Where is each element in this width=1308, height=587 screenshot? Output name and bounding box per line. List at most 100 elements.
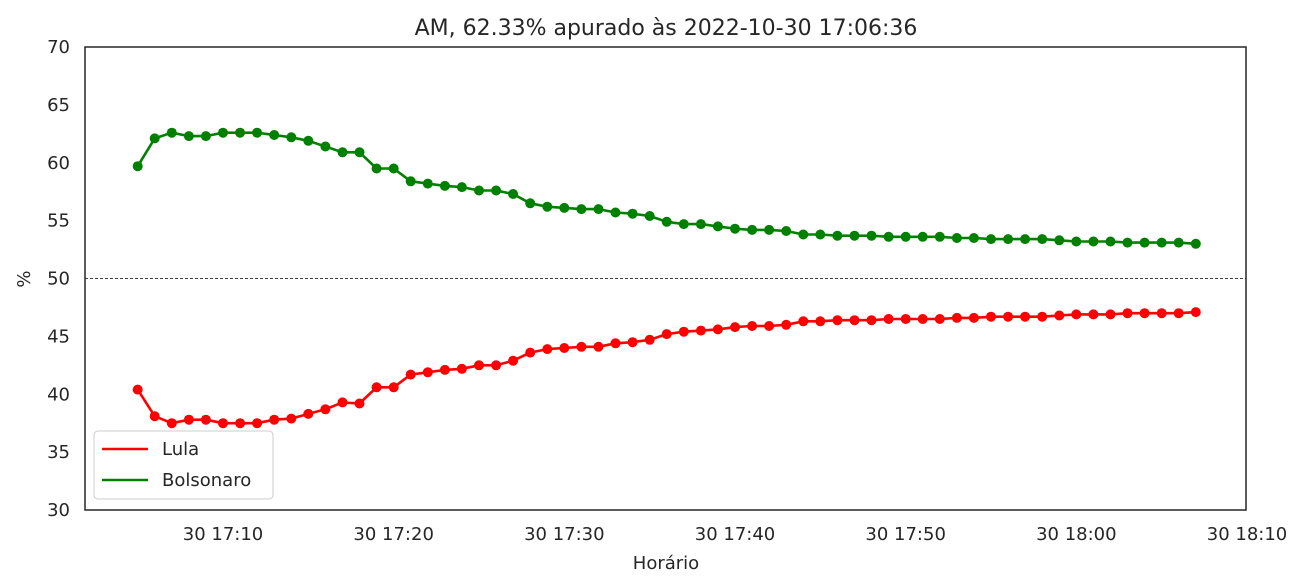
data-point-bolsonaro	[1190, 238, 1201, 249]
data-point-bolsonaro	[337, 147, 348, 158]
data-point-lula	[303, 408, 314, 419]
y-tick-label: 40	[47, 384, 70, 405]
data-point-bolsonaro	[525, 198, 536, 209]
data-point-lula	[832, 315, 843, 326]
data-point-bolsonaro	[627, 208, 638, 219]
data-point-lula	[525, 347, 536, 358]
data-point-lula	[661, 329, 672, 340]
x-tick-label: 30 18:00	[1036, 524, 1117, 545]
data-point-bolsonaro	[474, 185, 484, 196]
data-point-bolsonaro	[593, 204, 604, 215]
y-tick-label: 70	[47, 37, 70, 58]
y-tick-label: 45	[47, 326, 70, 347]
data-point-lula	[883, 314, 894, 324]
data-point-lula	[1190, 307, 1201, 318]
data-point-lula	[286, 413, 297, 424]
data-point-lula	[183, 414, 194, 425]
chart-title: AM, 62.33% apurado às 2022-10-30 17:06:3…	[415, 16, 918, 41]
data-point-bolsonaro	[456, 182, 467, 193]
data-point-bolsonaro	[371, 163, 382, 174]
data-point-lula	[149, 411, 160, 422]
data-point-bolsonaro	[235, 127, 246, 138]
data-point-lula	[576, 341, 587, 352]
data-point-bolsonaro	[832, 230, 843, 241]
data-point-bolsonaro	[661, 216, 672, 227]
data-point-lula	[354, 398, 365, 409]
data-point-lula	[1020, 311, 1031, 322]
y-tick-label: 60	[47, 153, 70, 174]
data-point-lula	[252, 418, 263, 429]
legend: Lula Bolsonaro	[93, 430, 274, 500]
data-point-bolsonaro	[354, 147, 365, 158]
data-point-lula	[678, 326, 689, 337]
y-axis-label: %	[14, 270, 35, 287]
data-point-bolsonaro	[986, 234, 996, 245]
data-point-bolsonaro	[695, 219, 706, 230]
data-point-lula	[1037, 311, 1048, 322]
data-point-bolsonaro	[815, 229, 826, 240]
x-tick-label: 30 17:40	[695, 524, 776, 545]
x-tick-label: 30 18:10	[1207, 524, 1288, 545]
data-point-lula	[1105, 309, 1116, 320]
y-tick-label: 55	[47, 211, 70, 232]
data-point-bolsonaro	[491, 185, 502, 196]
data-point-bolsonaro	[934, 231, 945, 242]
data-point-bolsonaro	[610, 207, 621, 218]
data-point-bolsonaro	[1020, 234, 1031, 245]
data-point-lula	[132, 384, 143, 395]
data-point-lula	[439, 364, 450, 375]
data-point-bolsonaro	[644, 211, 655, 221]
series-line-lula	[136, 310, 1196, 425]
legend-label-bolsonaro: Bolsonaro	[162, 470, 251, 491]
data-point-lula	[781, 319, 792, 330]
data-point-bolsonaro	[576, 204, 587, 215]
data-point-lula	[269, 414, 280, 425]
x-axis-label: Horário	[633, 553, 699, 574]
data-point-bolsonaro	[781, 226, 792, 236]
data-point-lula	[593, 341, 604, 352]
data-point-bolsonaro	[866, 230, 877, 241]
x-tick-label: 30 17:50	[865, 524, 946, 545]
x-tick-label: 30 17:10	[183, 524, 264, 545]
data-point-lula	[508, 355, 519, 366]
data-point-bolsonaro	[252, 127, 263, 138]
data-point-lula	[1156, 308, 1167, 319]
data-point-bolsonaro	[730, 223, 740, 234]
data-point-bolsonaro	[900, 231, 911, 242]
data-point-lula	[542, 344, 553, 355]
y-tick-label: 65	[47, 95, 70, 116]
data-point-lula	[747, 321, 758, 331]
series-group	[132, 127, 1201, 429]
data-point-lula	[695, 325, 706, 336]
data-point-bolsonaro	[917, 231, 928, 242]
data-point-bolsonaro	[422, 178, 433, 189]
data-point-bolsonaro	[1105, 236, 1116, 247]
data-point-bolsonaro	[1054, 235, 1065, 246]
data-point-bolsonaro	[200, 131, 211, 142]
data-point-lula	[405, 369, 416, 380]
data-point-lula	[934, 314, 945, 324]
data-point-lula	[815, 316, 826, 327]
data-point-bolsonaro	[764, 224, 775, 235]
data-point-bolsonaro	[1173, 237, 1184, 248]
data-point-lula	[371, 382, 382, 393]
x-tick-label: 30 17:30	[524, 524, 605, 545]
data-point-lula	[644, 334, 655, 345]
data-point-bolsonaro	[798, 229, 809, 240]
data-point-lula	[610, 338, 621, 349]
data-point-bolsonaro	[508, 189, 519, 199]
data-point-bolsonaro	[1122, 237, 1133, 248]
data-point-bolsonaro	[559, 202, 570, 213]
data-point-bolsonaro	[883, 231, 894, 242]
data-point-bolsonaro	[320, 141, 331, 152]
data-point-bolsonaro	[1088, 236, 1099, 247]
data-point-lula	[218, 418, 228, 429]
data-point-lula	[712, 324, 723, 335]
data-point-lula	[166, 418, 177, 429]
data-point-lula	[900, 314, 911, 324]
data-point-lula	[866, 315, 877, 326]
data-point-bolsonaro	[712, 221, 723, 232]
data-point-bolsonaro	[747, 224, 758, 235]
data-point-lula	[1071, 309, 1082, 320]
